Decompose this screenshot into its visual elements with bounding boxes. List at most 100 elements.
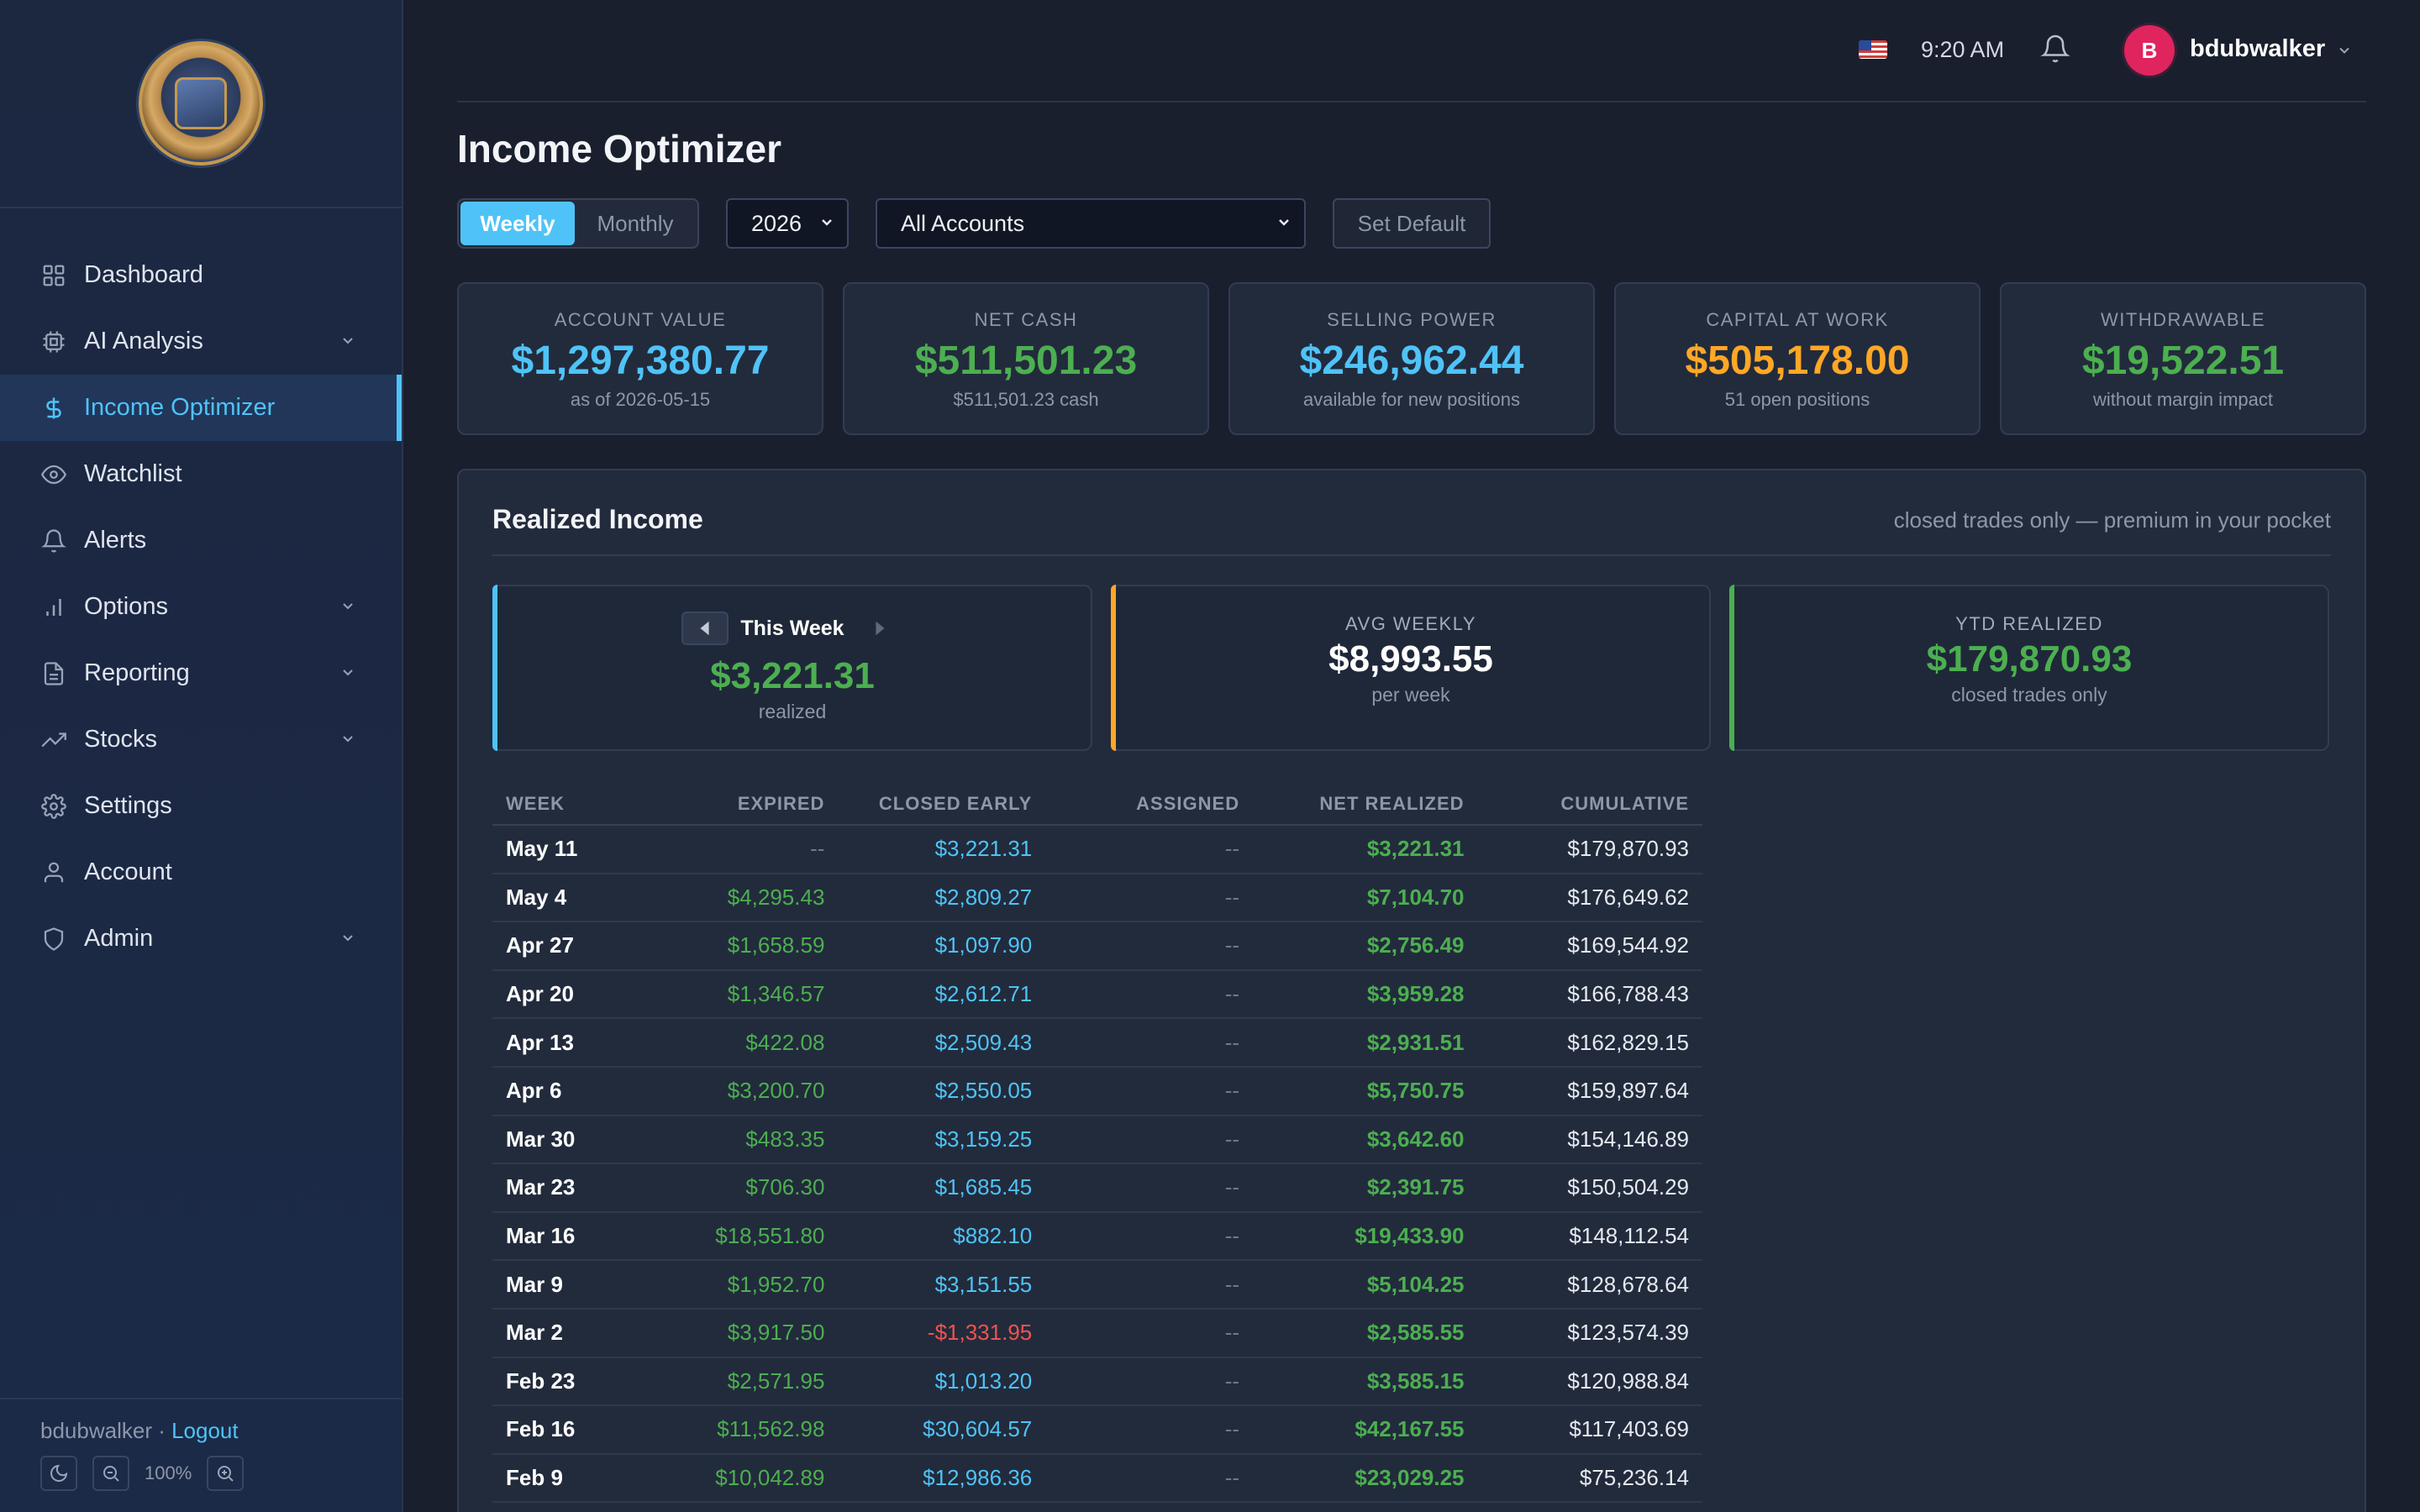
stat-label: CAPITAL AT WORK	[1706, 309, 1889, 330]
cell-expired: $1,952.70	[630, 1260, 839, 1310]
bell-icon	[40, 528, 67, 554]
ytd-label: YTD REALIZED	[1955, 613, 2103, 634]
sidebar-item-label: Account	[84, 858, 172, 885]
cell-cumulative: $150,504.29	[1477, 1163, 1702, 1213]
zoom-out-button[interactable]	[92, 1456, 129, 1491]
sidebar-item-ai-analysis[interactable]: AI Analysis	[0, 308, 402, 375]
cell-cumulative: $169,544.92	[1477, 921, 1702, 971]
avatar[interactable]: B	[2124, 25, 2175, 76]
cell-cumulative: $162,829.15	[1477, 1018, 1702, 1068]
cell-expired: $3,917.50	[630, 1308, 839, 1358]
chevron-down-icon	[339, 726, 356, 753]
caret-left-icon	[700, 621, 709, 636]
cell-net-realized: $2,756.49	[1253, 921, 1478, 971]
cell-assigned: --	[1045, 1405, 1254, 1455]
table-row[interactable]: Apr 20 $1,346.57 $2,612.71 -- $3,959.28 $166,…	[492, 969, 1702, 1020]
cell-expired: $1,346.57	[630, 969, 839, 1020]
user-menu-name[interactable]: bdubwalker	[2190, 35, 2326, 62]
this-week-value: $3,221.31	[710, 655, 875, 696]
stat-card-capital-at-work: CAPITAL AT WORK $505,178.00 51 open posi…	[1614, 282, 1981, 435]
cell-cumulative: $123,574.39	[1477, 1308, 1702, 1358]
bar-chart-icon	[40, 594, 67, 621]
cell-week: May 4	[492, 873, 631, 923]
table-row[interactable]: Apr 13 $422.08 $2,509.43 -- $2,931.51 $162,82…	[492, 1018, 1702, 1068]
table-row[interactable]: Apr 6 $3,200.70 $2,550.05 -- $5,750.75 $159,8…	[492, 1066, 1702, 1116]
next-week-button[interactable]	[856, 612, 903, 645]
zoom-level: 100%	[145, 1462, 192, 1483]
cell-expired: $4,295.43	[630, 873, 839, 923]
zoom-in-button[interactable]	[207, 1456, 245, 1491]
table-row[interactable]: Apr 27 $1,658.59 $1,097.90 -- $2,756.49 $169,…	[492, 921, 1702, 971]
period-monthly-button[interactable]: Monthly	[597, 210, 674, 236]
col-closed-early[interactable]: CLOSED EARLY	[838, 783, 1046, 826]
stat-value: $246,962.44	[1299, 339, 1524, 383]
sidebar-item-label: Admin	[84, 925, 154, 952]
sidebar-item-watchlist[interactable]: Watchlist	[0, 441, 402, 507]
cell-week: Mar 23	[492, 1163, 631, 1213]
chevron-down-icon[interactable]	[2336, 42, 2353, 63]
caret-right-icon	[876, 621, 885, 636]
app-logo[interactable]	[139, 41, 263, 165]
cell-assigned: --	[1045, 1018, 1254, 1068]
col-expired[interactable]: EXPIRED	[630, 783, 839, 826]
cell-assigned: --	[1045, 1115, 1254, 1165]
cell-week: Apr 27	[492, 921, 631, 971]
footer-user-line: bdubwalker · Logout	[40, 1418, 402, 1444]
notifications-bell-icon[interactable]	[2040, 34, 2070, 68]
col-cumulative[interactable]: CUMULATIVE	[1477, 783, 1702, 826]
sidebar-item-income-optimizer[interactable]: Income Optimizer	[0, 375, 402, 441]
cell-assigned: --	[1045, 1066, 1254, 1116]
col-net-realized[interactable]: NET REALIZED	[1253, 783, 1478, 826]
cell-closed-early: $1,685.45	[838, 1163, 1046, 1213]
sidebar-item-admin[interactable]: Admin	[0, 906, 402, 972]
us-flag-icon[interactable]	[1859, 40, 1887, 59]
sidebar-item-settings[interactable]: Settings	[0, 773, 402, 839]
table-row[interactable]: Mar 16 $18,551.80 $882.10 -- $19,433.90 $148,…	[492, 1211, 1702, 1262]
cell-closed-early: $3,151.55	[838, 1260, 1046, 1310]
cell-cumulative: $120,988.84	[1477, 1357, 1702, 1407]
avg-weekly-value: $8,993.55	[1328, 638, 1493, 680]
sidebar-item-account[interactable]: Account	[0, 839, 402, 906]
cell-assigned: --	[1045, 1163, 1254, 1213]
cell-closed-early: $1,097.90	[838, 921, 1046, 971]
sidebar-item-reporting[interactable]: Reporting	[0, 640, 402, 706]
sidebar-item-alerts[interactable]: Alerts	[0, 507, 402, 574]
cell-assigned: --	[1045, 825, 1254, 874]
sidebar-item-label: Watchlist	[84, 460, 182, 487]
stat-value: $1,297,380.77	[511, 339, 770, 383]
cell-cumulative: $159,897.64	[1477, 1066, 1702, 1116]
col-week[interactable]: WEEK	[492, 783, 631, 826]
col-assigned[interactable]: ASSIGNED	[1045, 783, 1254, 826]
sidebar-item-label: Dashboard	[84, 261, 203, 288]
prev-week-button[interactable]	[681, 612, 729, 645]
cell-cumulative: $75,236.14	[1477, 1453, 1702, 1504]
table-row[interactable]: May 11 -- $3,221.31 -- $3,221.31 $179,870.93	[492, 825, 1702, 874]
period-weekly-button[interactable]: Weekly	[460, 202, 575, 245]
table-row[interactable]: Feb 23 $2,571.95 $1,013.20 -- $3,585.15 $120,…	[492, 1357, 1702, 1407]
table-row[interactable]: Feb 16 $11,562.98 $30,604.57 -- $42,167.55 $1…	[492, 1405, 1702, 1455]
table-row[interactable]: Mar 9 $1,952.70 $3,151.55 -- $5,104.25 $128,6…	[492, 1260, 1702, 1310]
year-select[interactable]: 2026	[726, 198, 849, 249]
account-select[interactable]: All Accounts	[876, 198, 1306, 249]
sidebar-item-options[interactable]: Options	[0, 574, 402, 640]
ytd-sub: closed trades only	[1951, 684, 2107, 706]
table-row[interactable]: May 4 $4,295.43 $2,809.27 -- $7,104.70 $176,6…	[492, 873, 1702, 923]
sidebar-item-stocks[interactable]: Stocks	[0, 706, 402, 773]
table-row[interactable]: Mar 30 $483.35 $3,159.25 -- $3,642.60 $154,14…	[492, 1115, 1702, 1165]
sidebar-item-label: AI Analysis	[84, 328, 203, 354]
cell-net-realized: $3,585.15	[1253, 1357, 1478, 1407]
table-row[interactable]: Feb 9 $10,042.89 $12,986.36 -- $23,029.25 $75…	[492, 1453, 1702, 1504]
sidebar-item-label: Settings	[84, 792, 172, 819]
cell-cumulative: $128,678.64	[1477, 1260, 1702, 1310]
footer-tools: 100%	[40, 1456, 402, 1491]
cell-week: Feb 23	[492, 1357, 631, 1407]
set-default-button[interactable]: Set Default	[1333, 198, 1491, 249]
table-row[interactable]: Mar 23 $706.30 $1,685.45 -- $2,391.75 $150,50…	[492, 1163, 1702, 1213]
cell-cumulative: $179,870.93	[1477, 825, 1702, 874]
cell-expired: $706.30	[630, 1163, 839, 1213]
cell-cumulative: $166,788.43	[1477, 969, 1702, 1020]
sidebar-item-dashboard[interactable]: Dashboard	[0, 242, 402, 308]
theme-toggle-button[interactable]	[40, 1456, 77, 1491]
logout-link[interactable]: Logout	[171, 1418, 239, 1443]
table-row[interactable]: Mar 2 $3,917.50 -$1,331.95 -- $2,585.55 $123,…	[492, 1308, 1702, 1358]
